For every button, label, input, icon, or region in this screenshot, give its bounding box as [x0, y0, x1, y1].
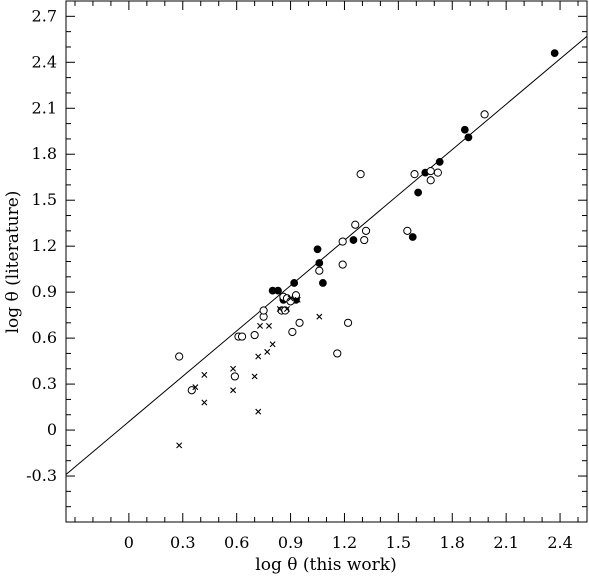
x-tick-label: 1.8: [440, 533, 465, 552]
ticks-layer: 0 0.3 0.6 0.9 1.2 1.5 1.8 2.1 2.4 -0.3 0 0.3 0.6 0.9 1…: [26, 0, 587, 552]
cross-point: [266, 322, 272, 329]
filled-circle-point: [313, 245, 322, 254]
cross-point: [287, 295, 294, 302]
open-circle-point: [360, 235, 369, 245]
y-axis-label: log θ (literature): [3, 191, 23, 334]
filled-circle-point: [274, 286, 282, 295]
data-points-layer: [175, 49, 559, 449]
y-tick-label: 0: [47, 420, 57, 439]
filled-circle-point: [408, 233, 417, 241]
open-circle-point: [403, 226, 412, 235]
x-tick-label: 2.1: [493, 533, 518, 552]
filled-circle-point: [349, 236, 358, 244]
open-circle-point: [351, 220, 360, 229]
open-circle-point: [433, 168, 442, 177]
y-tick-label: 1.8: [32, 144, 57, 163]
open-circle-point: [356, 170, 365, 179]
fit-line-layer: [65, 35, 588, 475]
filled-circle-point: [464, 133, 473, 142]
fit-line: [65, 35, 588, 475]
cross-point: [201, 371, 208, 378]
x-tick-label: 0.6: [224, 533, 249, 552]
open-circle-point: [288, 327, 297, 337]
y-tick-label: 1.2: [32, 236, 57, 255]
x-tick-label: 1.5: [386, 533, 411, 552]
cross-point: [257, 322, 264, 329]
cross-point: [255, 408, 262, 415]
filled-circle-point: [290, 279, 299, 287]
filled-circle-point: [550, 49, 559, 57]
cross-point: [192, 384, 199, 391]
cross-point: [283, 306, 290, 312]
y-tick-label: 1.5: [32, 190, 57, 209]
open-circle-point: [343, 318, 353, 327]
open-circle-point: [259, 306, 268, 315]
filled-circle-point: [319, 279, 327, 287]
open-circle-point: [426, 176, 435, 185]
open-circle-point: [338, 260, 347, 269]
y-tick-label: 0.9: [32, 282, 57, 301]
cross-point: [230, 387, 237, 394]
y-tick-label: 2.4: [32, 52, 57, 71]
cross-point: [269, 341, 276, 348]
cross-point: [251, 373, 258, 380]
x-tick-label: 0.9: [278, 533, 303, 552]
cross-point: [276, 306, 283, 312]
cross-point: [201, 399, 208, 406]
y-tick-label: 2.7: [32, 6, 57, 25]
open-circle-point: [250, 330, 259, 340]
open-circle-point: [410, 170, 419, 179]
y-tick-label: 0.3: [32, 374, 57, 393]
open-circle-point: [175, 352, 184, 361]
open-circle-point: [338, 237, 347, 246]
open-circle-point: [291, 291, 301, 300]
cross-point: [255, 353, 262, 360]
open-circle-point: [295, 318, 304, 327]
filled-circle-point: [414, 188, 423, 197]
open-circle-point: [333, 349, 342, 358]
cross-point: [230, 365, 237, 372]
open-circle-point: [480, 110, 489, 119]
open-circle-point: [361, 226, 371, 235]
y-tick-label: 0.6: [32, 328, 57, 347]
cross-point: [176, 442, 183, 449]
x-axis-label: log θ (this work): [255, 555, 396, 575]
y-tick-label: -0.3: [26, 466, 57, 485]
cross-point: [294, 296, 301, 303]
x-tick-label: 1.2: [332, 533, 357, 552]
x-tick-label: 2.4: [547, 533, 572, 552]
x-tick-label: 0: [124, 533, 134, 552]
open-circle-point: [230, 372, 239, 381]
plot-frame: [65, 0, 588, 523]
cross-point: [316, 313, 323, 320]
filled-circle-point: [460, 125, 469, 134]
cross-point: [264, 348, 271, 355]
open-circle-point: [315, 266, 324, 275]
open-circle-point: [237, 332, 247, 341]
y-tick-label: 2.1: [32, 98, 57, 117]
filled-circle-point: [315, 259, 324, 267]
open-circle-point: [426, 166, 435, 176]
filled-circle-point: [435, 157, 444, 166]
x-tick-label: 0.3: [170, 533, 195, 552]
